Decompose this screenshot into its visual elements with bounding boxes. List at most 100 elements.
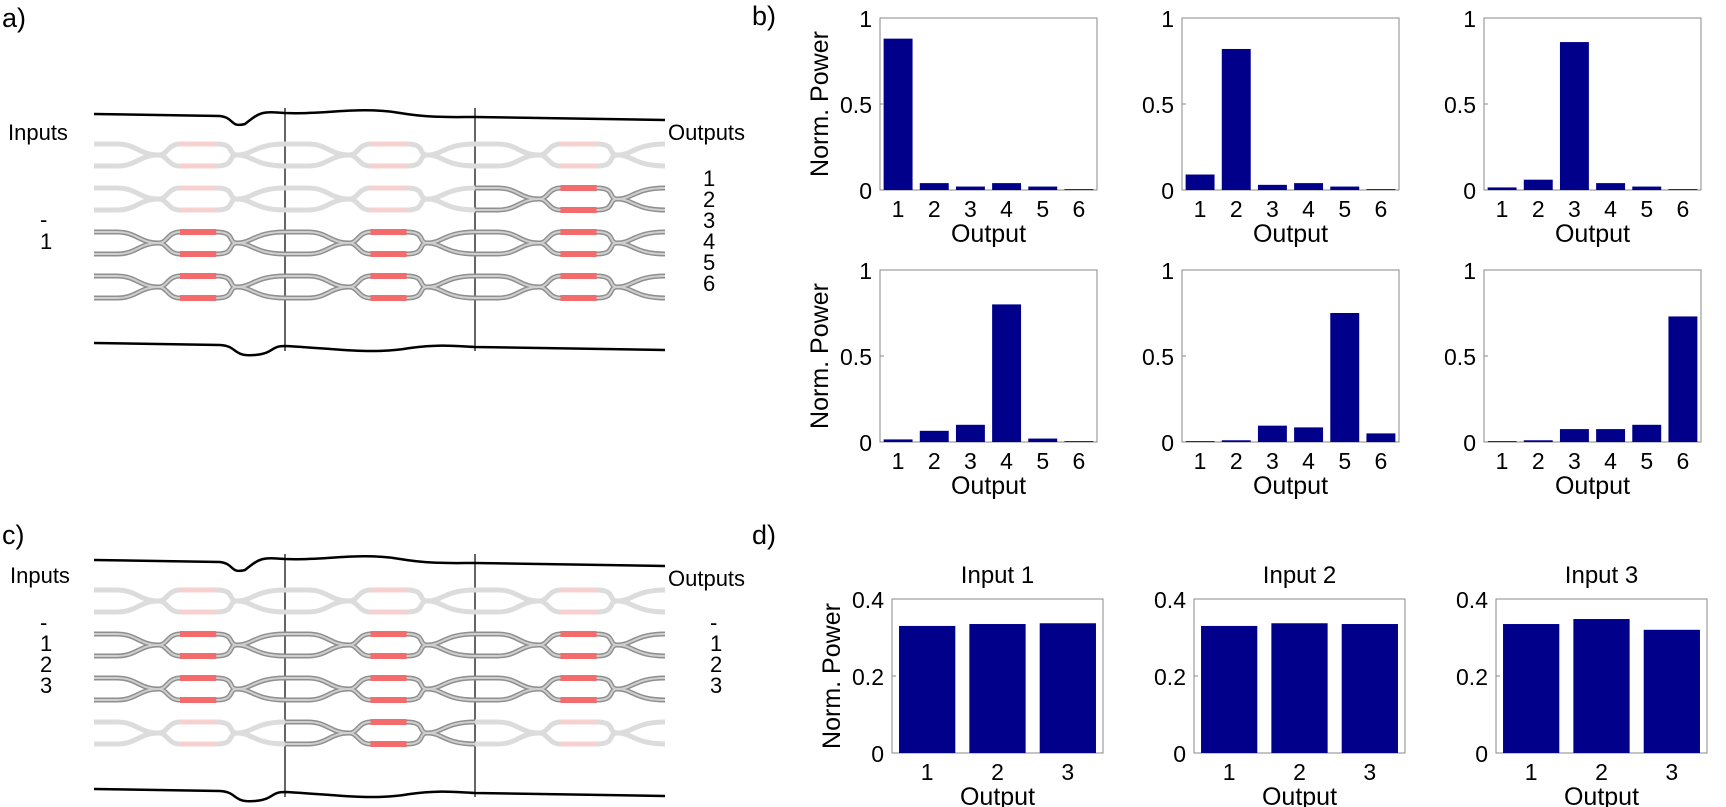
output-number-a-0: 1 — [703, 166, 715, 191]
y-tick-label: 0 — [1463, 430, 1476, 456]
chart-title: Input 1 — [961, 562, 1034, 589]
y-tick-label: 0 — [1161, 430, 1174, 456]
panel-b-label: b) — [752, 1, 776, 31]
x-tick-label: 2 — [1532, 448, 1545, 474]
bar-3 — [1039, 623, 1096, 753]
y-tick-label: 0.5 — [840, 92, 872, 118]
output-number-a-1: 2 — [703, 187, 715, 212]
output-number-a-5: 6 — [703, 271, 715, 296]
x-tick-label: 1 — [1194, 448, 1207, 474]
x-tick-label: 6 — [1073, 448, 1086, 474]
output-number-c-1: 1 — [710, 631, 722, 656]
bar-3 — [1559, 42, 1589, 190]
bar-5 — [1028, 438, 1058, 442]
y-tick-label: 0.4 — [852, 587, 884, 613]
bar-6 — [1366, 189, 1396, 190]
axes-frame — [879, 269, 1098, 443]
bar-3 — [955, 424, 985, 442]
bar-4 — [1596, 429, 1626, 442]
output-number-a-4: 5 — [703, 250, 715, 275]
y-tick-label: 1 — [859, 258, 872, 284]
y-tick-label: 0 — [1463, 178, 1476, 204]
x-tick-label: 2 — [1595, 759, 1608, 785]
x-tick-label: 1 — [892, 196, 905, 222]
bar-5 — [1330, 186, 1360, 190]
y-tick-label: 0.4 — [1154, 587, 1186, 613]
y-axis-label: Norm. Power — [806, 283, 834, 429]
bar-2 — [1573, 619, 1630, 753]
x-tick-label: 2 — [928, 448, 941, 474]
x-tick-label: 3 — [1363, 759, 1376, 785]
bar-chart-9: 1 2 3 0 0.2 0.4 Output Input 3 — [1456, 562, 1708, 807]
x-tick-label: 6 — [1375, 448, 1388, 474]
bar-4 — [1596, 183, 1626, 190]
x-tick-label: 3 — [1266, 448, 1279, 474]
input-number-c-0: - — [40, 610, 47, 635]
bar-3 — [955, 186, 985, 190]
bar-2 — [1523, 179, 1553, 190]
x-axis-label: Output — [960, 783, 1035, 807]
circuit-diagram-a — [93, 108, 666, 357]
x-axis-label: Output — [951, 220, 1026, 248]
chip-edge-bottom — [93, 341, 666, 357]
x-axis-label: Output — [1253, 472, 1328, 500]
bar-5 — [1632, 424, 1662, 442]
x-tick-label: 4 — [1000, 196, 1013, 222]
input-number-c-2: 2 — [40, 652, 52, 677]
bar-6 — [1064, 441, 1094, 442]
x-tick-label: 5 — [1338, 448, 1351, 474]
bar-3 — [1643, 629, 1700, 753]
x-tick-label: 3 — [1568, 196, 1581, 222]
x-tick-label: 1 — [921, 759, 934, 785]
y-axis-label: Norm. Power — [818, 603, 846, 749]
x-tick-label: 4 — [1604, 196, 1617, 222]
bar-1 — [1487, 187, 1517, 190]
x-tick-label: 4 — [1302, 448, 1315, 474]
output-number-c-2: 2 — [710, 652, 722, 677]
outputs-label-a: Outputs — [668, 120, 745, 145]
y-tick-label: 1 — [859, 6, 872, 32]
chart-title: Input 2 — [1263, 562, 1336, 589]
x-tick-label: 4 — [1000, 448, 1013, 474]
chart-title: Input 3 — [1565, 562, 1638, 589]
x-tick-label: 2 — [928, 196, 941, 222]
input-number-c-3: 3 — [40, 673, 52, 698]
x-axis-label: Output — [1262, 783, 1337, 807]
output-number-c-0: - — [710, 610, 717, 635]
y-tick-label: 0.5 — [1142, 92, 1174, 118]
x-tick-label: 1 — [1525, 759, 1538, 785]
bar-4 — [992, 304, 1022, 442]
x-tick-label: 3 — [1568, 448, 1581, 474]
bar-3 — [1559, 429, 1589, 442]
y-tick-label: 0.5 — [1444, 344, 1476, 370]
x-axis-label: Output — [1564, 783, 1639, 807]
y-tick-label: 0 — [859, 178, 872, 204]
bar-4 — [1294, 427, 1324, 442]
y-tick-label: 1 — [1463, 6, 1476, 32]
x-tick-label: 3 — [1266, 196, 1279, 222]
x-tick-label: 6 — [1677, 196, 1690, 222]
bar-5 — [1330, 313, 1360, 442]
bar-2 — [1523, 440, 1553, 442]
axes-frame — [1483, 17, 1702, 191]
bar-1 — [883, 439, 913, 442]
x-tick-label: 2 — [1230, 448, 1243, 474]
output-number-a-3: 4 — [703, 229, 715, 254]
bar-1 — [1201, 625, 1258, 753]
x-tick-label: 4 — [1604, 448, 1617, 474]
bar-1 — [1185, 441, 1215, 442]
y-tick-label: 0.5 — [1444, 92, 1476, 118]
x-tick-label: 3 — [964, 196, 977, 222]
inputs-label-c: Inputs — [10, 563, 70, 588]
bar-1 — [1185, 174, 1215, 190]
bar-3 — [1341, 624, 1398, 753]
bar-6 — [1366, 433, 1396, 442]
x-tick-label: 1 — [1223, 759, 1236, 785]
y-tick-label: 0 — [1173, 741, 1186, 767]
y-axis-label: Norm. Power — [806, 31, 834, 177]
